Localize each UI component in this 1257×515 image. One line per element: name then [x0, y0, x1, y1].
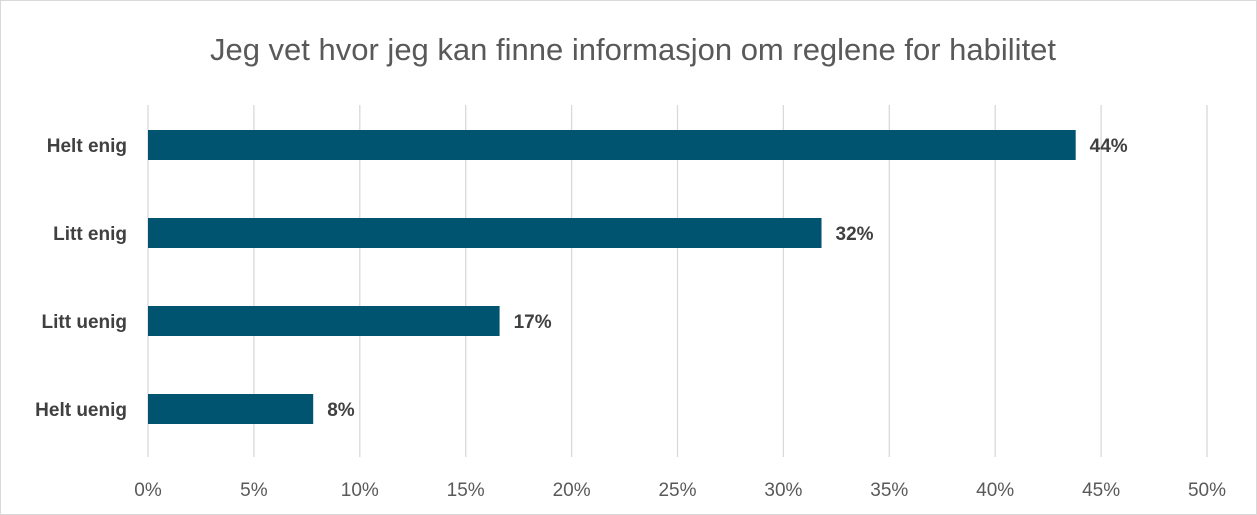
- x-tick-label: 15%: [447, 480, 485, 501]
- x-tick-label: 45%: [1082, 480, 1120, 501]
- data-label: 32%: [836, 224, 874, 245]
- bar: [148, 394, 314, 424]
- y-tick-label: Helt uenig: [35, 400, 127, 421]
- data-label: 8%: [327, 400, 355, 421]
- data-label: 44%: [1090, 136, 1128, 157]
- y-tick-label: Helt enig: [47, 136, 127, 157]
- x-tick-label: 5%: [240, 480, 268, 501]
- x-tick-label: 40%: [976, 480, 1014, 501]
- data-label: 17%: [514, 312, 552, 333]
- x-tick-label: 35%: [870, 480, 908, 501]
- y-tick-label: Litt uenig: [42, 312, 127, 333]
- bar: [148, 306, 500, 336]
- y-tick-label: Litt enig: [53, 224, 127, 245]
- x-tick-label: 50%: [1188, 480, 1226, 501]
- x-tick-label: 30%: [764, 480, 802, 501]
- x-tick-label: 20%: [553, 480, 591, 501]
- x-tick-label: 10%: [341, 480, 379, 501]
- chart-title: Jeg vet hvor jeg kan finne informasjon o…: [210, 32, 1056, 67]
- x-tick-label: 0%: [134, 480, 162, 501]
- x-tick-label: 25%: [658, 480, 696, 501]
- bar: [148, 130, 1076, 160]
- bar: [148, 218, 822, 248]
